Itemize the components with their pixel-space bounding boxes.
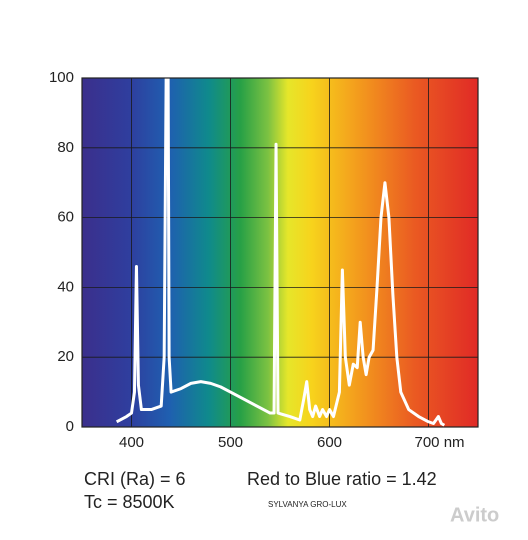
x-tick-label: 500: [218, 434, 243, 451]
x-tick-label: 700 nm: [415, 434, 465, 451]
spectrum-background: [82, 78, 478, 427]
y-tick-label: 60: [57, 209, 74, 226]
y-tick-label: 0: [66, 418, 74, 435]
cri-text: CRI (Ra) = 6: [84, 469, 186, 489]
ratio-text: Red to Blue ratio = 1.42: [247, 469, 437, 489]
x-tick-label: 400: [119, 434, 144, 451]
plot-frame: [81, 77, 479, 428]
lamp-name: SYLVANYA GRO-LUX: [268, 500, 347, 509]
y-tick-label: 100: [49, 69, 74, 86]
tc-text: Tc = 8500K: [84, 492, 175, 512]
y-tick-label: 20: [57, 348, 74, 365]
y-tick-label: 40: [57, 278, 74, 295]
y-tick-label: 80: [57, 139, 74, 156]
x-tick-label: 600: [317, 434, 342, 451]
watermark: Avito: [450, 504, 499, 526]
